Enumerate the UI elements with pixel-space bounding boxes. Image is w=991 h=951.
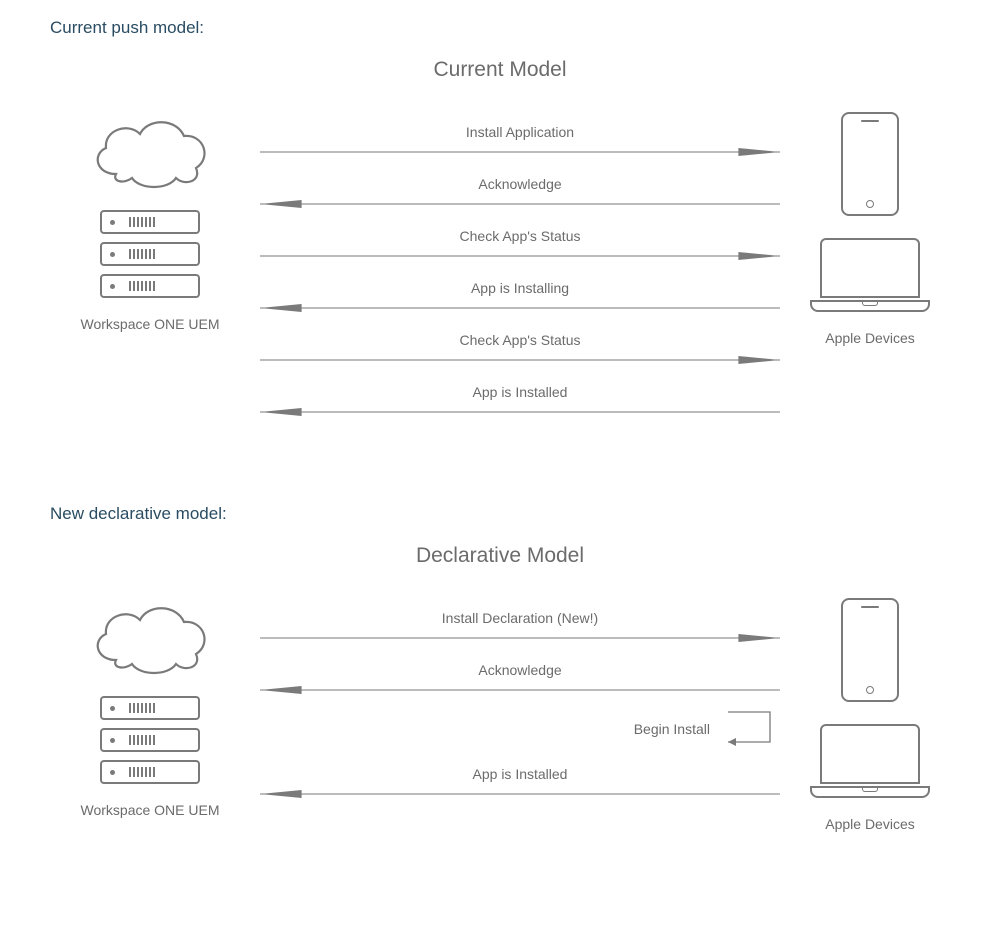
arrow-right: Check App's Status: [260, 218, 780, 268]
server-stack-icon: [100, 696, 200, 784]
left-caption: Workspace ONE UEM: [81, 316, 220, 332]
section-1-label: Current push model:: [50, 18, 991, 38]
arrows-column: Install Declaration (New!) Acknowledge B…: [250, 598, 790, 806]
right-caption: Apple Devices: [825, 816, 915, 832]
server-stack-icon: [100, 210, 200, 298]
arrow-label: Install Application: [260, 124, 780, 140]
arrow-label: App is Installed: [260, 766, 780, 782]
arrow-left: App is Installing: [260, 270, 780, 320]
arrow-label: Acknowledge: [260, 662, 780, 678]
section-2-label: New declarative model:: [50, 504, 991, 524]
arrows-column: Install Application Acknowledge Check Ap…: [250, 112, 790, 424]
phone-icon: [841, 112, 899, 216]
arrow-label: Check App's Status: [260, 332, 780, 348]
arrow-left: Acknowledge: [260, 652, 780, 702]
diagram-title: Current Model: [50, 58, 950, 82]
arrow-right: Check App's Status: [260, 322, 780, 372]
diagram-current-model: Current Model Workspace ONE UEM Install …: [50, 58, 950, 424]
cloud-icon: [84, 112, 216, 190]
arrow-left: App is Installed: [260, 756, 780, 806]
left-column-uem: Workspace ONE UEM: [50, 112, 250, 332]
arrow-label: Acknowledge: [260, 176, 780, 192]
laptop-icon: [810, 238, 930, 312]
left-column-uem: Workspace ONE UEM: [50, 598, 250, 818]
phone-icon: [841, 598, 899, 702]
self-loop-label: Begin Install: [260, 721, 720, 737]
arrow-right: Install Declaration (New!): [260, 600, 780, 650]
self-loop-arrow-icon: [720, 702, 780, 757]
diagram-declarative-model: Declarative Model Workspace ONE UEM Inst…: [50, 544, 950, 832]
arrow-label: App is Installed: [260, 384, 780, 400]
arrow-right: Install Application: [260, 114, 780, 164]
diagram-title: Declarative Model: [50, 544, 950, 568]
arrow-left: App is Installed: [260, 374, 780, 424]
right-column-devices: Apple Devices: [790, 112, 950, 346]
arrow-label: Check App's Status: [260, 228, 780, 244]
right-caption: Apple Devices: [825, 330, 915, 346]
arrow-label: App is Installing: [260, 280, 780, 296]
arrow-left: Acknowledge: [260, 166, 780, 216]
laptop-icon: [810, 724, 930, 798]
right-column-devices: Apple Devices: [790, 598, 950, 832]
cloud-icon: [84, 598, 216, 676]
arrow-label: Install Declaration (New!): [260, 610, 780, 626]
self-loop: Begin Install: [260, 704, 780, 754]
left-caption: Workspace ONE UEM: [81, 802, 220, 818]
